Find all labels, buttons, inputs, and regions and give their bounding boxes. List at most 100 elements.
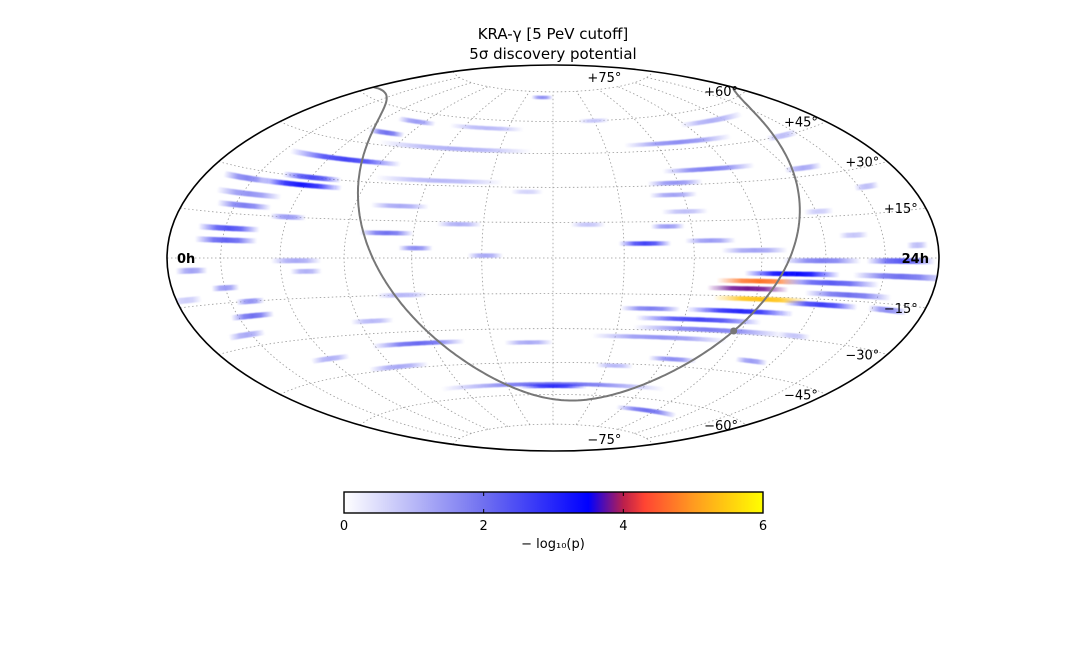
hotspot-streak	[374, 175, 504, 185]
colorbar-tick-label: 6	[759, 519, 767, 534]
hotspot-streak	[618, 241, 672, 246]
hotspot-streak	[677, 112, 746, 128]
hotspot-streak	[394, 116, 438, 126]
hotspot-streak	[783, 258, 861, 264]
hotspot-streak	[226, 329, 267, 341]
hotspot-streak	[803, 208, 835, 215]
hotspot-streak	[349, 317, 395, 325]
hotspot-streak	[650, 223, 686, 229]
dec-label: −15°	[884, 302, 918, 317]
grid-parallel	[279, 362, 827, 395]
dec-label: +15°	[884, 202, 918, 217]
hotspot-streak	[661, 208, 709, 215]
hotspot-streak	[866, 305, 909, 316]
hotspot-streak	[258, 177, 344, 191]
grid-meridian	[220, 77, 460, 439]
ra-label: 0h	[177, 252, 195, 267]
grid-parallel	[218, 328, 888, 355]
hotspot-streak	[632, 325, 785, 337]
colorbar-gradient	[343, 491, 764, 514]
dec-label: −45°	[784, 389, 818, 404]
galactic-center-marker	[730, 327, 738, 335]
hotspot-streak	[578, 118, 611, 124]
colorbar-tick-label: 2	[480, 519, 488, 534]
sky-border	[166, 64, 940, 452]
hotspot-streak	[518, 384, 588, 389]
grid-meridian	[279, 82, 472, 434]
hotspot-streak	[646, 179, 704, 186]
hotspot-streak	[782, 279, 880, 288]
colorbar-tick-label: 0	[340, 519, 348, 534]
hotspot-streak	[197, 223, 261, 233]
hotspot-streak	[436, 221, 482, 227]
hotspot-streak	[269, 213, 307, 221]
hotspot-streak	[376, 292, 428, 298]
galactic-plane-layer	[356, 86, 801, 402]
hotspot-streak	[763, 129, 801, 141]
hotspot-streak	[716, 278, 802, 285]
grid-meridian	[646, 77, 886, 439]
hotspot-streak	[776, 332, 812, 340]
graticule	[167, 71, 939, 445]
hotspot-streak	[852, 182, 881, 191]
hotspot-streak	[235, 297, 266, 305]
hotspot-streak	[398, 245, 433, 251]
hotspot-streak	[504, 340, 553, 345]
hotspot-streak	[510, 189, 544, 194]
grid-meridian	[481, 91, 531, 425]
hotspot-streak	[744, 271, 841, 278]
colorbar: 0 2 4 6 − log₁₀(p)	[340, 491, 767, 552]
grid-meridian	[575, 91, 625, 425]
hotspot-streak	[175, 267, 208, 275]
hotspot-streak	[647, 355, 699, 363]
hotspot-streak	[370, 202, 430, 209]
hotspot-streak	[210, 284, 241, 292]
hotspot-streak	[280, 171, 343, 183]
hotspot-streak	[447, 123, 525, 132]
hotspot-streak	[270, 258, 322, 264]
dec-label: −75°	[587, 433, 621, 448]
hotspot-streak	[530, 95, 553, 100]
hotspot-streak	[783, 300, 859, 310]
hotspot-streak	[229, 311, 276, 321]
dec-label: +45°	[784, 116, 818, 131]
colorbar-ticks: 0 2 4 6	[340, 492, 767, 534]
grid-meridian	[343, 86, 489, 430]
hotspot-streak	[804, 290, 893, 301]
hotspot-streak	[215, 200, 273, 210]
galactic-plane	[356, 86, 735, 402]
hotspot-streak	[370, 339, 466, 349]
hotspot-streak	[595, 363, 635, 369]
hotspot-streak	[684, 238, 737, 243]
hotspot-streak	[620, 306, 681, 312]
chart-subtitle: 5σ discovery potential	[469, 45, 636, 63]
hotspot-streak	[194, 236, 258, 244]
hotspot-streak	[287, 148, 403, 167]
hotspot-streak	[467, 253, 504, 258]
hotspot-streak	[591, 333, 729, 343]
hotspot-streak	[289, 268, 323, 274]
hotspot-streak	[614, 405, 681, 418]
dec-label: +60°	[704, 85, 738, 100]
ra-labels: 24h 0h	[177, 252, 929, 267]
hotspot-streak	[721, 247, 788, 253]
hotspot-streak	[733, 357, 770, 366]
dec-label: −30°	[845, 349, 879, 364]
hotspot-streak	[221, 171, 273, 184]
hotspot-streak	[170, 296, 203, 305]
hotspot-streak	[648, 191, 699, 198]
hotspot-streak	[866, 258, 936, 265]
hotspot-streak	[367, 362, 430, 372]
grid-parallel	[279, 121, 827, 154]
grid-parallel	[180, 293, 926, 309]
hotspot-streak	[706, 285, 790, 293]
hotspot-streak	[635, 315, 763, 325]
hotspot-streak	[439, 382, 667, 391]
hotspot-streak	[214, 186, 283, 200]
dec-label: +30°	[845, 156, 879, 171]
hotspot-streak	[686, 307, 795, 317]
dec-label: +75°	[587, 71, 621, 86]
hotspot-streak	[376, 140, 532, 154]
